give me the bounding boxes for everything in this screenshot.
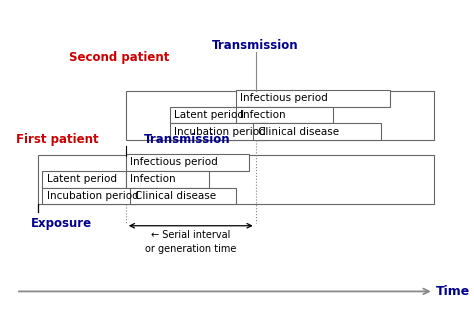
Text: or generation time: or generation time: [145, 244, 237, 254]
Bar: [126, 154, 249, 171]
Text: Infection: Infection: [130, 174, 176, 184]
Text: Exposure: Exposure: [31, 216, 92, 230]
Text: Transmission: Transmission: [144, 133, 230, 146]
Text: Second patient: Second patient: [69, 51, 169, 64]
Bar: [130, 188, 236, 204]
Bar: [236, 90, 390, 107]
Text: First patient: First patient: [16, 133, 99, 146]
Text: Incubation period: Incubation period: [47, 191, 138, 201]
Text: Infectious period: Infectious period: [240, 93, 328, 103]
Bar: [42, 188, 135, 204]
Bar: [170, 107, 249, 123]
Text: Infection: Infection: [240, 110, 286, 120]
Text: Transmission: Transmission: [212, 39, 299, 52]
Bar: [42, 171, 126, 188]
Text: Incubation period: Incubation period: [174, 127, 266, 137]
Text: Latent period: Latent period: [47, 174, 117, 184]
Text: Clinical disease: Clinical disease: [135, 191, 216, 201]
Bar: [170, 123, 266, 140]
Text: Clinical disease: Clinical disease: [258, 127, 339, 137]
Bar: [126, 91, 434, 140]
Bar: [126, 171, 210, 188]
Bar: [254, 123, 381, 140]
Bar: [236, 107, 333, 123]
Text: ← Serial interval: ← Serial interval: [151, 230, 230, 240]
Bar: [38, 156, 434, 204]
Text: Infectious period: Infectious period: [130, 157, 218, 167]
Text: Time: Time: [436, 285, 470, 298]
Text: Latent period: Latent period: [174, 110, 244, 120]
